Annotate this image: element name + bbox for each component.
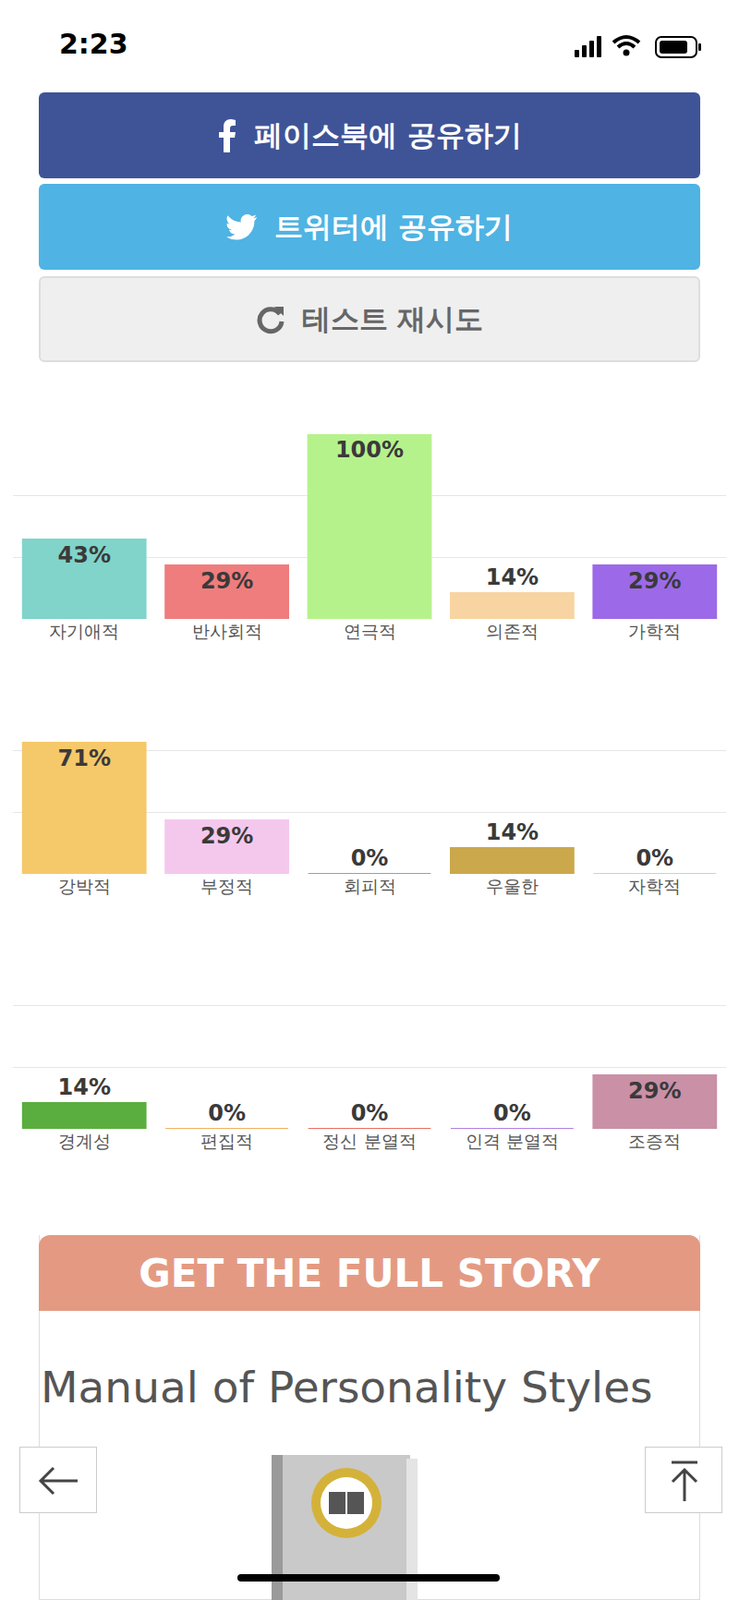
- svg-text:연극적: 연극적: [343, 620, 397, 642]
- svg-text:29%: 29%: [628, 1078, 681, 1104]
- svg-text:강박적: 강박적: [58, 875, 111, 897]
- svg-text:인격 분열적: 인격 분열적: [465, 1130, 559, 1151]
- svg-text:14%: 14%: [485, 819, 539, 846]
- html-text:Manual of Personality Styles: Manual of Personality Styles: [40, 1361, 653, 1413]
- svg-text:100%: 100%: [335, 436, 404, 463]
- html-text:GET THE FULL STORY: GET THE FULL STORY: [138, 1250, 601, 1296]
- svg-text:자기애적: 자기애적: [48, 620, 120, 642]
- svg-text:0%: 0%: [635, 845, 674, 872]
- svg-text:29%: 29%: [200, 568, 254, 594]
- svg-text:경계성: 경계성: [58, 1130, 111, 1151]
- svg-text:정신 분열적: 정신 분열적: [322, 1130, 416, 1151]
- svg-text:43%: 43%: [57, 542, 110, 569]
- svg-text:가학적: 가학적: [628, 620, 681, 642]
- svg-text:29%: 29%: [628, 568, 681, 594]
- svg-text:14%: 14%: [485, 564, 539, 591]
- svg-text:0%: 0%: [351, 1100, 389, 1127]
- html-text:페이스북에 공유하기: 페이스북에 공유하기: [254, 117, 522, 152]
- html-text:트위터에 공유하기: 트위터에 공유하기: [273, 209, 514, 243]
- svg-text:편집적: 편집적: [200, 1130, 254, 1151]
- svg-text:회피적: 회피적: [343, 875, 397, 897]
- svg-text:0%: 0%: [207, 1100, 246, 1127]
- svg-text:우울한: 우울한: [485, 875, 539, 897]
- svg-text:29%: 29%: [200, 823, 254, 849]
- svg-text:0%: 0%: [351, 845, 389, 872]
- svg-text:71%: 71%: [57, 745, 110, 772]
- svg-text:자학적: 자학적: [628, 875, 681, 897]
- svg-text:조증적: 조증적: [628, 1130, 681, 1151]
- svg-text:반사회적: 반사회적: [192, 620, 263, 642]
- svg-text:0%: 0%: [493, 1100, 532, 1127]
- html-text:테스트 재시도: 테스트 재시도: [301, 301, 484, 335]
- svg-text:의존적: 의존적: [485, 620, 539, 642]
- svg-text:14%: 14%: [57, 1074, 110, 1101]
- html-text:2:23: 2:23: [59, 27, 129, 61]
- svg-text:부정적: 부정적: [200, 875, 254, 897]
